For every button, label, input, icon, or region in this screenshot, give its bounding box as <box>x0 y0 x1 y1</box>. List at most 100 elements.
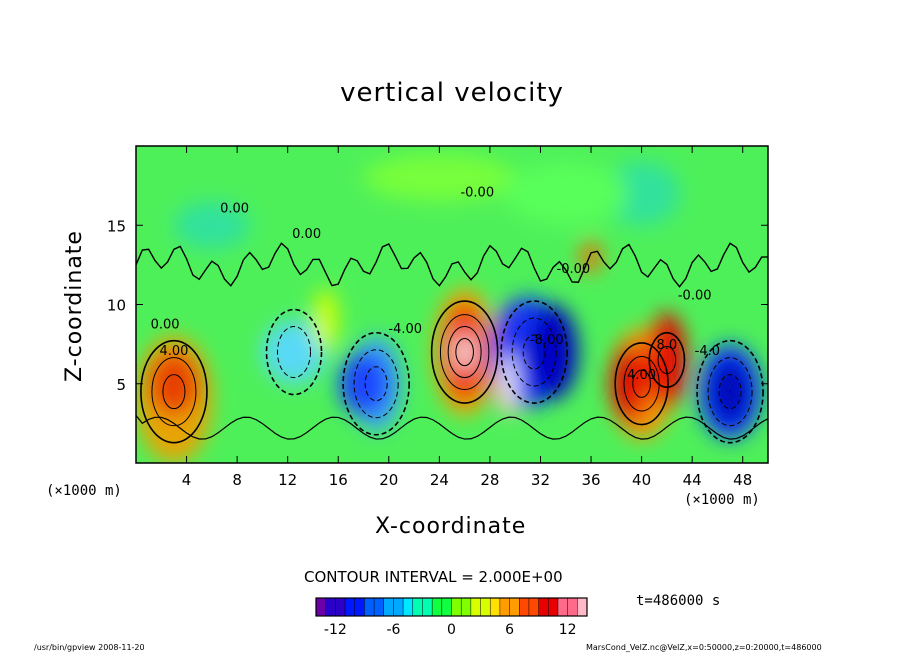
x-tick-label-6: 28 <box>480 471 499 489</box>
field-blob-3 <box>338 352 389 416</box>
field-blob-21 <box>363 153 516 202</box>
contour-1-0 <box>455 337 474 367</box>
contour-label-7: -0.00 <box>557 262 591 277</box>
y-tick-label-2: 15 <box>107 217 126 235</box>
field-blob-13 <box>610 344 648 424</box>
field-blob-22 <box>502 161 629 226</box>
colorbar-tick-label-3: 6 <box>505 622 514 638</box>
zero-contour-line <box>136 242 768 288</box>
contour-6-0 <box>718 374 742 410</box>
x-tick-label-10: 44 <box>683 471 702 489</box>
contour-2-0 <box>632 369 651 398</box>
x-tick-label-2: 12 <box>278 471 297 489</box>
x-tick-label-7: 32 <box>531 471 550 489</box>
colorbar-cell-26 <box>567 598 578 616</box>
colorbar-cell-25 <box>557 598 569 616</box>
x-axis-label: X-coordinate <box>375 514 527 539</box>
contour-1-2 <box>439 314 490 390</box>
x-tick-label-0: 4 <box>182 471 192 489</box>
colorbar-tick-label-4: 12 <box>559 622 577 638</box>
contour-label-10: -4.0 <box>695 344 720 359</box>
y-tick-label-1: 10 <box>107 297 126 315</box>
field-blob-10 <box>527 304 579 400</box>
contour-7-1 <box>265 308 323 396</box>
contour-label-5: 0.00 <box>220 202 249 217</box>
x-tick-label-3: 16 <box>329 471 348 489</box>
contour-0-2 <box>140 339 208 444</box>
x-tick-label-1: 8 <box>232 471 242 489</box>
contour-label-1: 0.00 <box>151 317 180 332</box>
field-blob-1 <box>148 352 200 416</box>
contour-label-11: 4.00 <box>627 368 656 383</box>
x-tick-label-4: 20 <box>379 471 398 489</box>
colorbar-cell-20 <box>509 598 520 616</box>
colorbar-cell-9 <box>403 598 414 616</box>
x-axis-unit-right: (×1000 m) <box>684 492 760 508</box>
field-blob-20 <box>603 161 680 226</box>
field-blob-19 <box>173 201 250 250</box>
contour-label-2: -4.00 <box>388 322 422 337</box>
colorbar-cell-18 <box>490 598 501 616</box>
colorbar-cell-7 <box>383 598 394 616</box>
footer-right: MarsCond_VelZ.nc@VelZ,x=0:50000,z=0:2000… <box>586 643 822 652</box>
contour-7-0 <box>277 326 311 379</box>
colorbar-cell-10 <box>412 598 423 616</box>
contour-4-1 <box>353 349 399 419</box>
colorbar-cell-15 <box>461 598 472 616</box>
colorbar-cell-27 <box>577 598 588 616</box>
contour-2-2 <box>614 342 669 426</box>
colorbar-cell-12 <box>432 598 443 616</box>
contour-5-0 <box>522 334 546 370</box>
colorbar-cell-19 <box>499 598 511 616</box>
field-blob-18 <box>312 288 339 353</box>
x-tick-label-11: 48 <box>733 471 752 489</box>
contour-label-3: -0.00 <box>460 186 494 201</box>
time-label: t=486000 s <box>636 593 721 609</box>
contour-0-0 <box>162 374 186 410</box>
colorbar-tick-label-1: -6 <box>386 622 400 638</box>
field-blob-14 <box>646 312 688 408</box>
x-tick-label-8: 36 <box>581 471 600 489</box>
colorbar-cell-3 <box>345 598 356 616</box>
contour-4-2 <box>342 331 410 436</box>
colorbar-cell-0 <box>316 598 327 616</box>
contour-interval-text: CONTOUR INTERVAL = 2.000E+00 <box>304 568 563 586</box>
contour-label-9: 8.0 <box>657 338 678 353</box>
colorbar-cell-11 <box>422 598 433 616</box>
field-blob-16 <box>712 359 748 424</box>
contour-label-8: -0.00 <box>678 289 712 304</box>
contour-3-0 <box>657 345 677 375</box>
colorbar-cell-4 <box>354 598 365 616</box>
x-axis-unit-left: (×1000 m) <box>46 483 122 499</box>
x-tick-label-5: 24 <box>430 471 449 489</box>
colorbar-cell-21 <box>519 598 530 616</box>
footer-left: /usr/bin/gpview 2008-11-20 <box>34 643 145 652</box>
contour-4-0 <box>364 366 388 402</box>
colorbar-cell-5 <box>364 598 375 616</box>
colorbar-cell-6 <box>374 598 385 616</box>
contour-label-6: -8.00 <box>530 333 564 348</box>
colorbar-cell-22 <box>528 598 540 616</box>
contour-1-3 <box>430 300 499 404</box>
field-blob-7 <box>457 333 473 372</box>
x-tick-label-9: 40 <box>632 471 651 489</box>
y-axis-label: Z-coordinate <box>62 230 87 382</box>
y-tick-label-0: 5 <box>116 376 126 394</box>
contour-0-1 <box>151 357 197 427</box>
lower-contour-line <box>136 415 768 440</box>
colorbar-cell-16 <box>470 598 482 616</box>
contour-label-0: 4.00 <box>159 344 188 359</box>
colorbar-cell-23 <box>538 598 549 616</box>
contour-label-4: 0.00 <box>292 227 321 242</box>
chart-title: vertical velocity <box>340 78 564 108</box>
contour-3-1 <box>648 331 686 388</box>
colorbar-cell-8 <box>393 598 404 616</box>
colorbar-cell-14 <box>451 598 462 616</box>
contour-1-1 <box>447 326 482 379</box>
colorbar-cell-24 <box>548 598 559 616</box>
colorbar-cell-2 <box>335 598 346 616</box>
field-blob-4 <box>262 320 326 384</box>
contour-6-1 <box>707 357 753 427</box>
